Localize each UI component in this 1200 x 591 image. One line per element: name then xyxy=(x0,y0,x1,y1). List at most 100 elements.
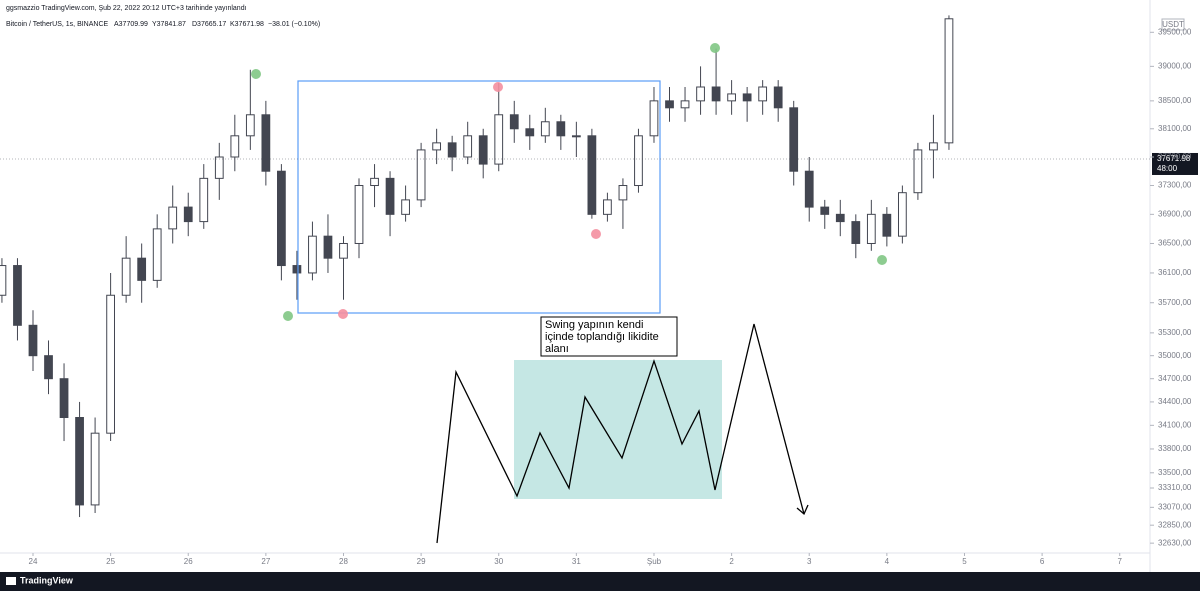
y-tick-label: 38100,00 xyxy=(1158,124,1192,133)
candle-body xyxy=(789,107,799,172)
candle-body xyxy=(571,135,581,138)
y-tick-label: 37700,00 xyxy=(1158,152,1192,161)
candle-body xyxy=(804,170,814,208)
candle-body xyxy=(199,177,209,223)
candle-body xyxy=(820,206,830,215)
ohlc-high: Y37841.87 xyxy=(152,21,186,28)
swing-low-marker xyxy=(251,69,261,79)
countdown: 48:00 xyxy=(1157,164,1178,173)
footer-bar xyxy=(0,572,1200,591)
candle-body xyxy=(711,86,721,102)
candle-body xyxy=(618,185,628,201)
candle-body xyxy=(385,177,395,215)
y-tick-label: 34700,00 xyxy=(1158,374,1192,383)
candles xyxy=(0,15,954,518)
x-tick-label: 3 xyxy=(807,557,812,566)
arrow-head xyxy=(796,504,809,516)
ohlc-open: A37709.99 xyxy=(114,21,148,28)
x-tick-label: 31 xyxy=(572,557,581,566)
candle-body xyxy=(603,199,612,215)
candle-body xyxy=(447,142,457,158)
candle-body xyxy=(835,213,845,223)
last-price: 37671.98 xyxy=(1157,154,1191,163)
y-tick-label: 37300,00 xyxy=(1158,181,1192,190)
ohlc-low: D37665.17 xyxy=(192,21,226,28)
range-box xyxy=(297,80,661,314)
x-tick-label: 7 xyxy=(1118,557,1123,566)
currency[interactable]: USDT xyxy=(1162,20,1184,29)
swing-high-marker xyxy=(338,309,348,319)
currency-box[interactable] xyxy=(1161,18,1185,31)
candle-body xyxy=(463,135,473,158)
published-note: ggsmazzio TradingView.com, Şub 22, 2022 … xyxy=(6,5,247,12)
footer-logo xyxy=(6,577,16,585)
x-tick-label: 26 xyxy=(184,557,193,566)
candle-body xyxy=(866,213,876,244)
candle-body xyxy=(897,192,907,237)
y-tick-label: 36900,00 xyxy=(1158,209,1192,218)
candle-body xyxy=(59,378,69,419)
candle-body xyxy=(929,142,938,151)
candle-body xyxy=(696,86,705,102)
candle-body xyxy=(261,114,271,172)
candle-body xyxy=(44,355,53,380)
y-tick-label: 34400,00 xyxy=(1158,397,1192,406)
candle-body xyxy=(106,294,115,434)
annotation-line: alanı xyxy=(545,343,569,355)
candle-body xyxy=(432,142,442,151)
candle-body xyxy=(556,121,566,137)
y-tick-label: 33500,00 xyxy=(1158,468,1192,477)
y-tick-label: 32630,00 xyxy=(1158,538,1192,547)
x-tick-label: 28 xyxy=(339,557,348,566)
y-tick-label: 39500,00 xyxy=(1158,27,1192,36)
x-tick-label: 2 xyxy=(729,557,734,566)
y-tick-label: 35700,00 xyxy=(1158,298,1192,307)
symbol: Bitcoin / TetherUS, 1s, BINANCE xyxy=(6,21,109,28)
candle-body xyxy=(494,114,504,165)
candle-body xyxy=(478,135,488,165)
candle-body xyxy=(339,242,348,259)
y-tick-label: 38500,00 xyxy=(1158,96,1192,105)
candle-body xyxy=(370,177,379,187)
x-tick-label: 6 xyxy=(1040,557,1045,566)
candle-body xyxy=(0,265,7,296)
annotation-line: içinde toplandığı likidite xyxy=(545,331,659,343)
liquidity-zone xyxy=(514,360,722,499)
candle-body xyxy=(75,417,84,506)
y-tick-label: 34100,00 xyxy=(1158,420,1192,429)
ohlc-close: K37671.98 xyxy=(230,21,264,28)
candle-body xyxy=(525,128,535,137)
candle-body xyxy=(758,86,768,102)
y-tick-label: 33070,00 xyxy=(1158,502,1192,511)
candle-body xyxy=(168,206,178,230)
last-price-box xyxy=(1152,152,1198,175)
y-tick-label: 35000,00 xyxy=(1158,351,1192,360)
candle-body xyxy=(308,235,317,274)
candle-body xyxy=(634,135,643,187)
candle-body xyxy=(28,324,38,357)
candle-body xyxy=(665,100,674,109)
y-tick-label: 36500,00 xyxy=(1158,239,1192,248)
candle-body xyxy=(944,18,954,144)
annotation-box xyxy=(540,316,678,357)
candle-body xyxy=(587,135,597,215)
y-tick-label: 33800,00 xyxy=(1158,444,1192,453)
x-tick-label: 30 xyxy=(494,557,503,566)
candle-body xyxy=(727,93,736,102)
footer-brand: TradingView xyxy=(20,575,74,585)
swing-low-marker xyxy=(710,43,720,53)
candle-body xyxy=(152,228,162,281)
schematic-path xyxy=(436,323,805,544)
y-tick-label: 32850,00 xyxy=(1158,520,1192,529)
candle-body xyxy=(773,86,783,109)
y-tick-label: 36100,00 xyxy=(1158,268,1192,277)
swing-low-marker xyxy=(877,255,887,265)
x-tick-label: 27 xyxy=(261,557,270,566)
x-tick-label: 29 xyxy=(417,557,426,566)
candle-body xyxy=(230,135,240,158)
x-tick-label: 5 xyxy=(962,557,967,566)
candle-body xyxy=(509,114,519,130)
candle-body xyxy=(680,100,690,109)
